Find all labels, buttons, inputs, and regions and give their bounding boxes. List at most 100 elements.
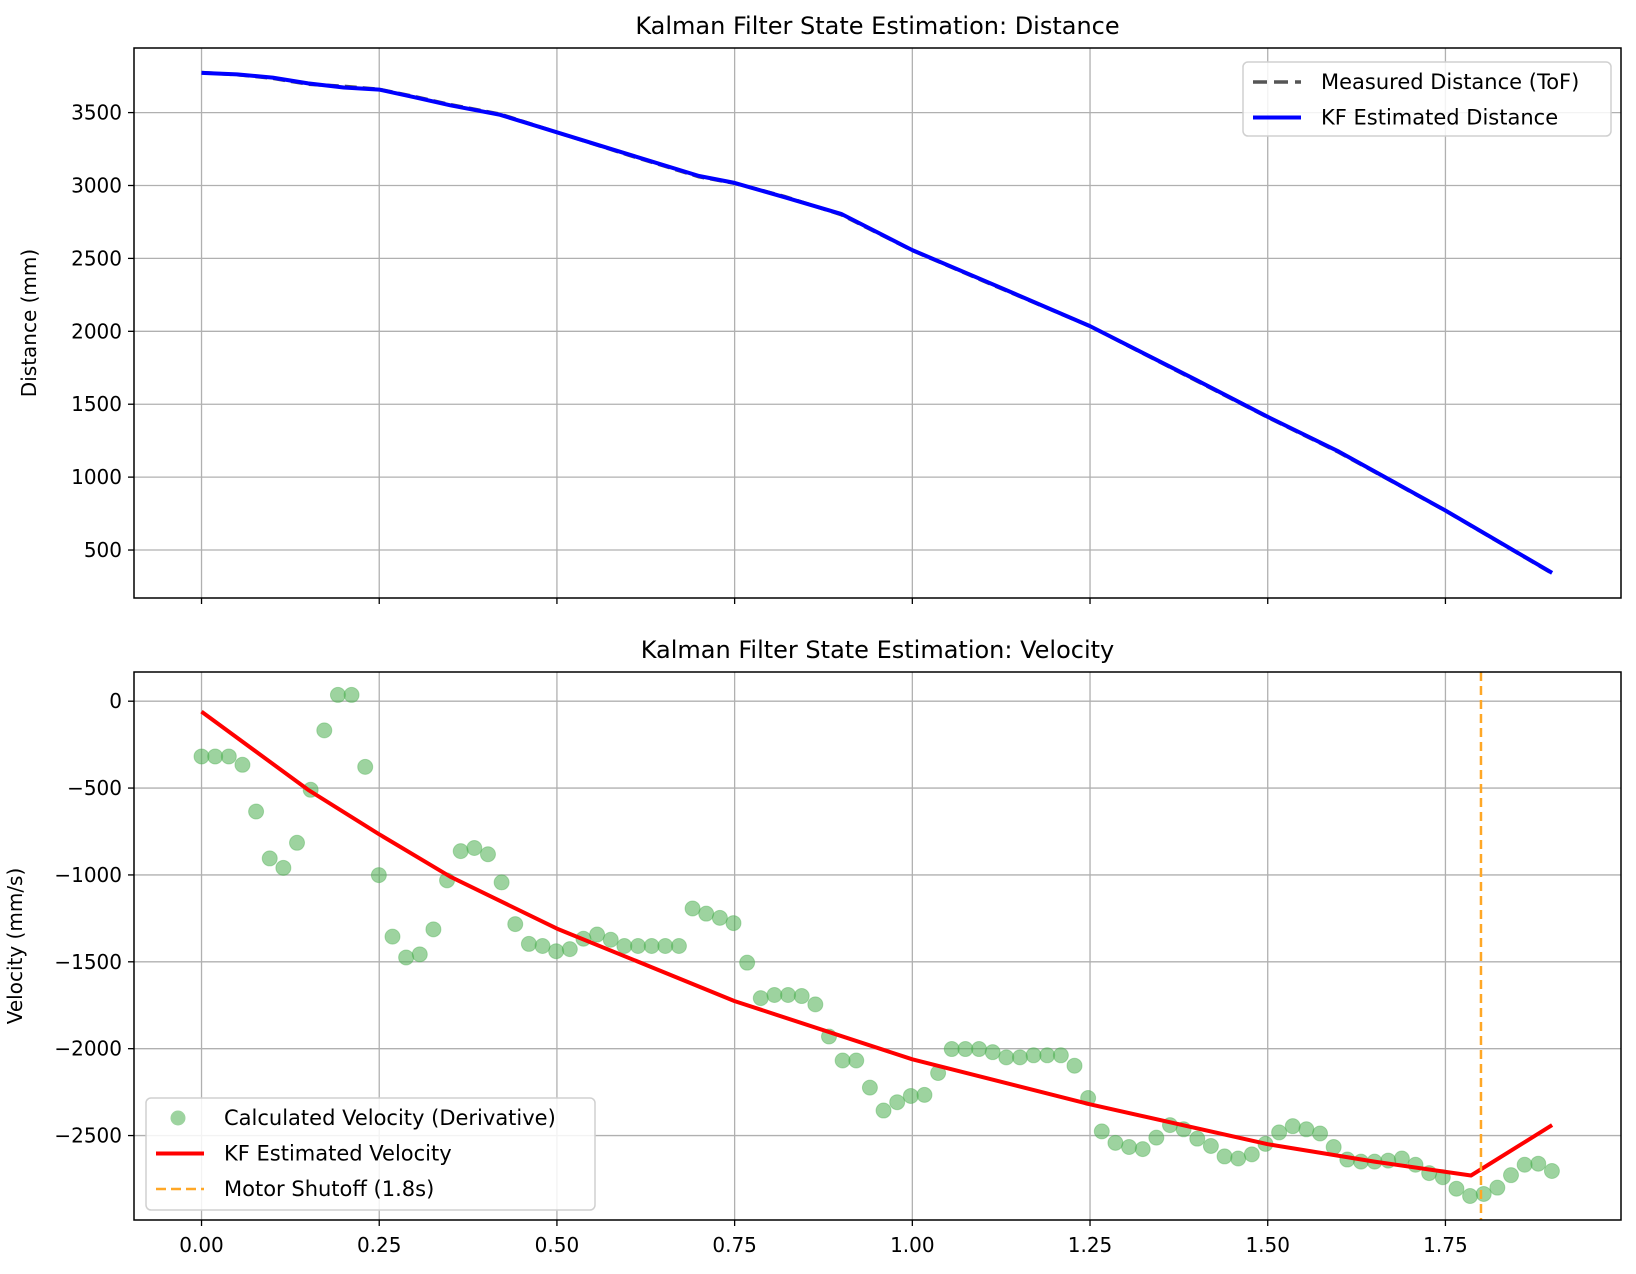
velocity-point [1516, 1156, 1533, 1173]
velocity-point [630, 938, 647, 954]
velocity-point [971, 1041, 988, 1058]
velocity-point [1121, 1139, 1138, 1156]
legend-label: Motor Shutoff (1.8s) [224, 1177, 434, 1201]
velocity-point [1202, 1137, 1219, 1154]
velocity-point [1475, 1185, 1492, 1202]
velocity-point [329, 686, 346, 703]
velocity-point [248, 803, 265, 820]
velocity-point [684, 900, 701, 917]
velocity-point [752, 990, 769, 1007]
velocity-point [834, 1052, 851, 1069]
legend-box [1242, 61, 1612, 137]
velocity-point [425, 921, 442, 938]
velocity-point [398, 949, 415, 966]
velocity-point [343, 686, 360, 703]
velocity-point [780, 986, 797, 1003]
legend: Measured Distance (ToF) KF Estimated Dist… [1242, 61, 1612, 137]
velocity-point [534, 938, 551, 954]
y-tick-label: 1500 [71, 392, 122, 416]
velocity-point [1271, 1124, 1288, 1141]
y-tick-label: −2000 [54, 1037, 122, 1061]
x-tick-label: 1.25 [1068, 1233, 1113, 1257]
axes-frame [133, 47, 1622, 599]
axes-frame [133, 671, 1622, 1221]
velocity-point [289, 834, 306, 851]
chart-title: Kalman Filter State Estimation: Distance [635, 12, 1119, 40]
velocity-point [1448, 1180, 1465, 1197]
velocity-point [452, 843, 469, 860]
x-tick-label: 1.00 [890, 1233, 935, 1257]
velocity-point [861, 1079, 878, 1096]
velocity-point [1543, 1163, 1560, 1180]
velocity-point [657, 938, 674, 954]
velocity-point [766, 986, 783, 1003]
velocity-point [793, 988, 810, 1005]
velocity-point [207, 748, 224, 765]
y-tick-label: 2500 [71, 246, 122, 270]
legend-marker [170, 1110, 186, 1126]
velocity-point [493, 874, 510, 891]
velocity-point [1489, 1179, 1506, 1196]
velocity-point [957, 1041, 974, 1058]
velocity-point [616, 938, 633, 954]
plot-area [193, 672, 1560, 1220]
velocity-point [479, 846, 496, 863]
velocity-point [711, 909, 728, 926]
x-tick-label: 0.25 [357, 1233, 402, 1257]
velocity-point [466, 840, 483, 857]
y-tick-label: 3500 [71, 101, 122, 125]
velocity-point [1134, 1141, 1151, 1158]
y-tick-label: 3000 [71, 174, 122, 198]
velocity-point [1216, 1148, 1233, 1165]
velocity-point [1298, 1121, 1315, 1138]
velocity-point [411, 946, 428, 963]
velocity-point [848, 1052, 865, 1069]
velocity-point [916, 1086, 933, 1103]
y-tick-label: 0 [109, 689, 122, 713]
chart-distance: 500 1000 1500 2000 2500 3000 3500 Kalman Filter… [17, 12, 1622, 604]
y-tick-label: 500 [84, 538, 122, 562]
velocity-point [1093, 1123, 1110, 1140]
velocity-point [1066, 1057, 1083, 1074]
velocity-point [1312, 1125, 1329, 1142]
y-tick-label: −2500 [54, 1124, 122, 1148]
velocity-point [357, 758, 374, 775]
velocity-point [698, 905, 715, 922]
y-axis-label: Distance (mm) [17, 249, 41, 397]
velocity-point [1189, 1130, 1206, 1147]
plot-area [201, 70, 1554, 575]
velocity-point [1284, 1118, 1301, 1135]
legend: Calculated Velocity (Derivative) KF Estim… [145, 1097, 596, 1211]
chart-title: Kalman Filter State Estimation: Velocity [641, 636, 1115, 664]
velocity-point [1148, 1129, 1165, 1146]
velocity-point [316, 722, 333, 739]
y-tick-label: −500 [67, 776, 122, 800]
velocity-point [1052, 1047, 1069, 1064]
velocity-point [384, 928, 401, 945]
velocity-point [1230, 1150, 1247, 1167]
velocity-point [1025, 1047, 1042, 1064]
velocity-point [807, 996, 824, 1013]
legend-label: KF Estimated Distance [1321, 106, 1558, 130]
velocity-point [1530, 1155, 1547, 1172]
legend-label: KF Estimated Velocity [224, 1142, 452, 1166]
velocity-point [670, 938, 687, 954]
x-tick-label: 0.50 [535, 1233, 580, 1257]
velocity-point [1243, 1146, 1260, 1163]
x-tick-label: 1.50 [1245, 1233, 1290, 1257]
velocity-point [520, 935, 537, 952]
y-tick-label: 1000 [71, 465, 122, 489]
velocity-point [889, 1094, 906, 1111]
velocity-point [875, 1102, 892, 1119]
velocity-point [1011, 1049, 1028, 1066]
velocity-point [507, 916, 524, 933]
velocity-point [275, 859, 292, 876]
velocity-point [643, 938, 660, 954]
x-tick-label: 0.00 [179, 1233, 224, 1257]
legend-label: Measured Distance (ToF) [1321, 70, 1579, 94]
kf-estimate-line [200, 709, 1554, 1178]
velocity-point [561, 941, 578, 958]
velocity-point [370, 867, 387, 884]
velocity-point [998, 1049, 1015, 1066]
